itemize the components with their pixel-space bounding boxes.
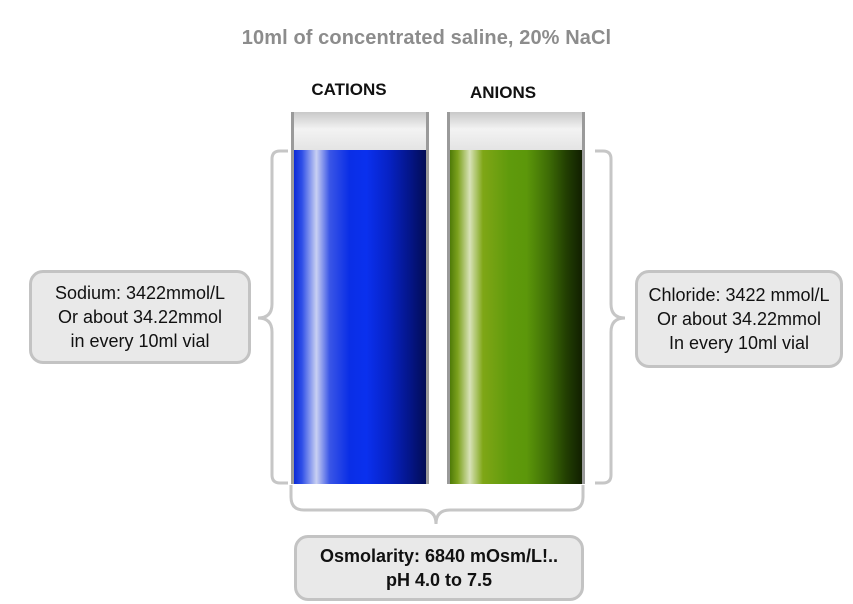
cation-vial [291,112,429,484]
cations-label: CATIONS [311,80,387,99]
left-brace [257,149,288,485]
sodium-vial-note: in every 10ml vial [70,331,210,351]
sodium-callout: Sodium: 3422mmol/L Or about 34.22mmol in… [29,270,251,364]
diagram-title: 10ml of concentrated saline, 20% NaCl [241,27,612,49]
bottom-brace [289,485,585,525]
osmolarity-value: Osmolarity: 6840 mOsm/L!.. [319,546,559,566]
osmolarity-callout: Osmolarity: 6840 mOsm/L!.. pH 4.0 to 7.5 [294,535,584,601]
cation-liquid [294,150,426,484]
chloride-concentration: Chloride: 3422 mmol/L [648,285,830,305]
ph-range: pH 4.0 to 7.5 [385,570,493,590]
right-brace [595,149,626,485]
chloride-callout: Chloride: 3422 mmol/L Or about 34.22mmol… [635,270,843,368]
anions-label: ANIONS [469,83,537,102]
anion-vial-cap [450,112,582,150]
chloride-vial-note: In every 10ml vial [668,333,810,353]
cation-vial-cap [294,112,426,150]
anion-liquid [450,150,582,484]
sodium-concentration: Sodium: 3422mmol/L [54,283,226,303]
sodium-amount: Or about 34.22mmol [57,307,223,327]
anion-vial [447,112,585,484]
chloride-amount: Or about 34.22mmol [656,309,822,329]
